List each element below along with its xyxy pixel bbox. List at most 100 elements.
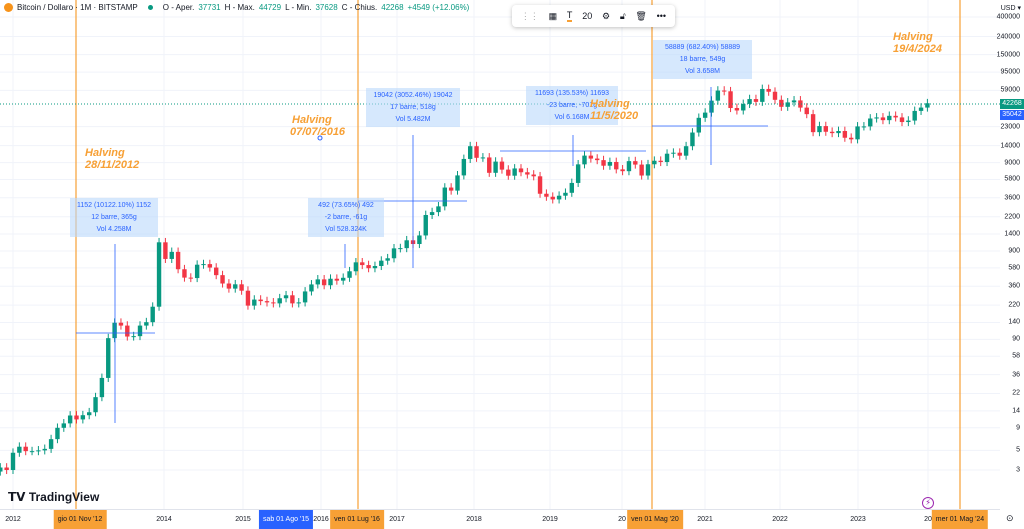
time-axis[interactable]: 20 2023 2022 2021 20 2019 2018 2017 2016 2015 2014… — [0, 509, 1014, 529]
candle — [296, 302, 301, 304]
candle — [468, 146, 473, 159]
x-tick-label: 2019 — [542, 516, 558, 523]
delete-icon[interactable]: 🗑︎ — [635, 10, 647, 21]
measure-box[interactable]: 58889 (682.40%) 58889 18 barre, 549g Vol 3… — [653, 40, 752, 79]
candle — [328, 278, 333, 286]
halving-note[interactable]: Halving 28/11/2012 — [85, 147, 139, 171]
candle — [17, 446, 22, 453]
candle — [74, 415, 79, 420]
halving-note[interactable]: Halving 11/5/2020 — [590, 98, 638, 122]
candle — [880, 117, 886, 121]
x-tick-label: 2012 — [5, 516, 21, 523]
candle — [652, 160, 657, 165]
measure-box[interactable]: 1152 (10122.10%) 1152 12 barre, 365g Vol 4… — [70, 198, 158, 237]
drag-handle-icon[interactable]: ⋮⋮ — [520, 10, 539, 21]
candle — [442, 187, 447, 207]
font-size-button[interactable]: 20 — [582, 11, 593, 21]
symbol-title[interactable]: Bitcoin / Dollaro · 1M · BITSTAMP — [17, 3, 138, 12]
candle — [664, 153, 670, 163]
lightning-icon[interactable]: ⚡︎ — [922, 497, 934, 509]
candle — [899, 117, 905, 123]
candle — [893, 115, 898, 118]
y-tick-label: 400000 — [996, 13, 1020, 21]
candle — [461, 158, 467, 176]
y-tick-label: 580 — [1008, 264, 1020, 272]
settings-icon[interactable]: ⚙ — [601, 10, 611, 21]
candle — [817, 126, 822, 133]
halving-date-marker: mer 01 Mag '24 — [931, 510, 989, 529]
y-tick-label: 240000 — [996, 33, 1020, 41]
measure-volume: Vol 3.658M — [684, 68, 721, 75]
candle — [791, 100, 797, 103]
candle — [226, 283, 232, 289]
x-tick-label: 2015 — [235, 516, 251, 523]
candle — [341, 277, 346, 281]
y-tick-label: 14 — [1012, 407, 1020, 415]
candle — [861, 126, 867, 128]
measure-price: 19042 (3052.46%) 19042 — [373, 92, 453, 99]
measure-bars: 18 barre, 549g — [679, 56, 726, 63]
candle — [734, 108, 740, 111]
candle — [137, 325, 143, 337]
x-tick-label: 2014 — [156, 516, 172, 523]
candle — [182, 269, 187, 278]
candle — [925, 103, 930, 108]
halving-date: 19/4/2024 — [893, 43, 942, 55]
candle — [144, 322, 149, 326]
candle — [639, 164, 644, 176]
y-tick-label: 9 — [1016, 424, 1020, 432]
measure-price: 11693 (135.53%) 11693 — [534, 90, 610, 97]
candle — [194, 264, 200, 279]
candle — [29, 451, 35, 453]
y-tick-label: 9000 — [1004, 159, 1020, 167]
price-chart[interactable] — [0, 0, 1000, 509]
candle — [233, 284, 238, 289]
halving-date-marker: ven 01 Mag '20 — [627, 510, 683, 529]
x-tick-label: 2022 — [772, 516, 788, 523]
candle — [753, 99, 759, 102]
candle — [582, 155, 587, 165]
halving-note[interactable]: Halving 07/07/2016 — [290, 114, 345, 138]
settings-icon[interactable]: ⊙ — [1006, 513, 1014, 523]
candle — [245, 290, 251, 306]
candle — [239, 284, 244, 291]
halving-date: 11/5/2020 — [590, 110, 639, 122]
candle — [633, 161, 638, 165]
open-label: O - Aper. — [162, 3, 195, 12]
price-axis[interactable]: USD ▾ 400000 240000 150000 95000 59000 23000 1… — [996, 0, 1024, 528]
candle — [379, 260, 384, 267]
halving-date-marker: gio 01 Nov '12 — [53, 510, 107, 529]
halving-title: Halving — [85, 147, 125, 159]
candle — [607, 161, 613, 166]
candle — [658, 160, 663, 163]
candle — [671, 152, 676, 154]
template-icon[interactable]: ▦ — [548, 10, 558, 21]
halving-note[interactable]: Halving 19/4/2024 — [893, 31, 942, 55]
candle — [683, 146, 689, 156]
measure-bars: 12 barre, 365g — [91, 214, 137, 221]
candle — [499, 161, 505, 170]
candle — [398, 248, 403, 250]
candle — [715, 90, 721, 101]
more-icon[interactable]: ••• — [656, 11, 667, 21]
measure-bars: 17 barre, 518g — [390, 104, 436, 111]
candle — [690, 132, 695, 147]
candle — [10, 452, 16, 470]
candle — [918, 107, 924, 111]
candle — [283, 295, 289, 299]
candle — [42, 448, 47, 451]
measure-box[interactable]: 492 (73.65%) 492 -2 barre, -61g Vol 528.32… — [308, 198, 384, 237]
measure-box[interactable]: 19042 (3052.46%) 19042 17 barre, 518g Vol … — [366, 88, 460, 127]
x-tick-label: 2016 — [313, 516, 329, 523]
measure-price: 492 (73.65%) 492 — [318, 202, 374, 209]
candle — [836, 131, 841, 134]
candle — [429, 212, 435, 215]
candle — [614, 161, 619, 170]
tradingview-logo[interactable]: 𝗧𝗩 TradingView — [8, 490, 99, 504]
candle — [353, 262, 359, 272]
measure-box[interactable]: 11693 (135.53%) 11693 -23 barre, -701g Vol… — [526, 86, 618, 125]
currency-selector[interactable]: USD ▾ — [1000, 5, 1021, 12]
text-color-icon[interactable]: T — [566, 10, 573, 22]
lock-icon[interactable]: 🔓︎ — [619, 10, 626, 21]
high-value: 44729 — [258, 3, 282, 12]
